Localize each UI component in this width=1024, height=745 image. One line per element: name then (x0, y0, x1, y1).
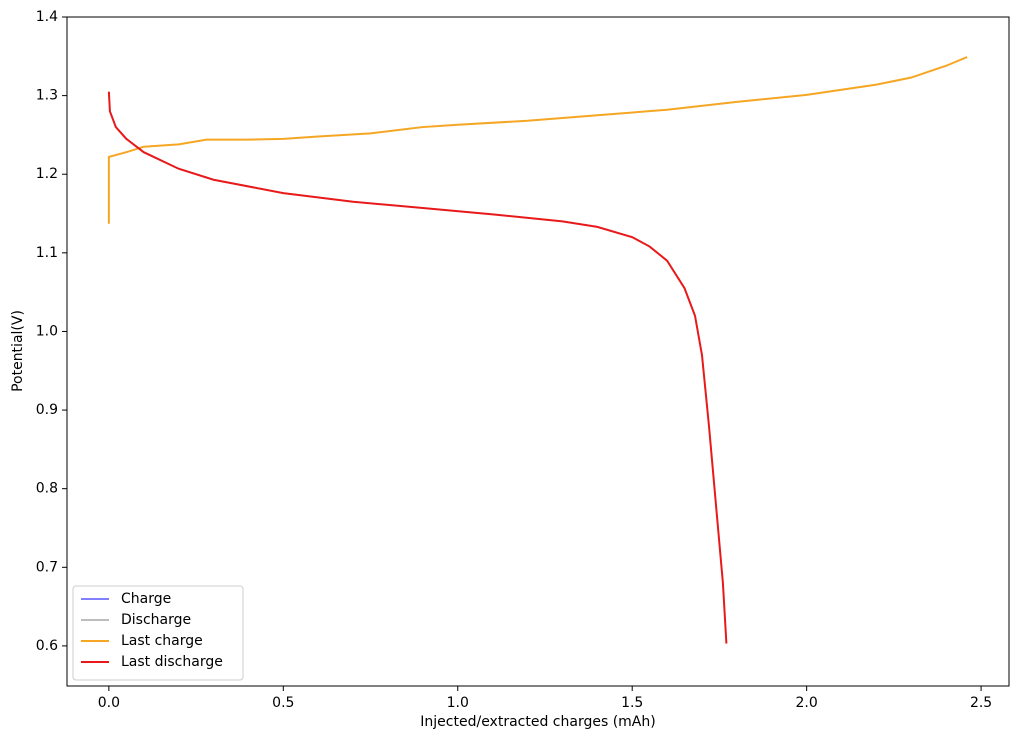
legend-label: Discharge (121, 612, 191, 628)
y-axis-label: Potential(V) (10, 310, 26, 392)
y-tick-label: 1.1 (36, 245, 58, 261)
y-tick-label: 1.4 (36, 9, 58, 25)
x-tick-label: 1.0 (447, 695, 469, 711)
y-tick-label: 0.8 (36, 481, 58, 497)
x-tick-label: 2.5 (970, 695, 992, 711)
x-tick-label: 0.0 (98, 695, 120, 711)
x-tick-label: 0.5 (272, 695, 294, 711)
legend-label: Charge (121, 591, 171, 607)
y-tick-label: 0.6 (36, 638, 58, 654)
y-tick-label: 1.3 (36, 88, 58, 104)
legend-label: Last charge (121, 633, 203, 649)
y-tick-label: 0.7 (36, 559, 58, 575)
series-line (107, 91, 728, 644)
legend-label: Last discharge (121, 654, 223, 670)
y-tick-label: 0.9 (36, 402, 58, 418)
x-axis-label: Injected/extracted charges (mAh) (420, 714, 655, 730)
series-line (107, 56, 968, 224)
x-tick-label: 2.0 (796, 695, 818, 711)
x-tick-label: 1.5 (621, 695, 643, 711)
plot-frame (66, 16, 1010, 687)
y-tick-label: 1.0 (36, 323, 58, 339)
legend-box (72, 585, 244, 681)
y-tick-label: 1.2 (36, 166, 58, 182)
